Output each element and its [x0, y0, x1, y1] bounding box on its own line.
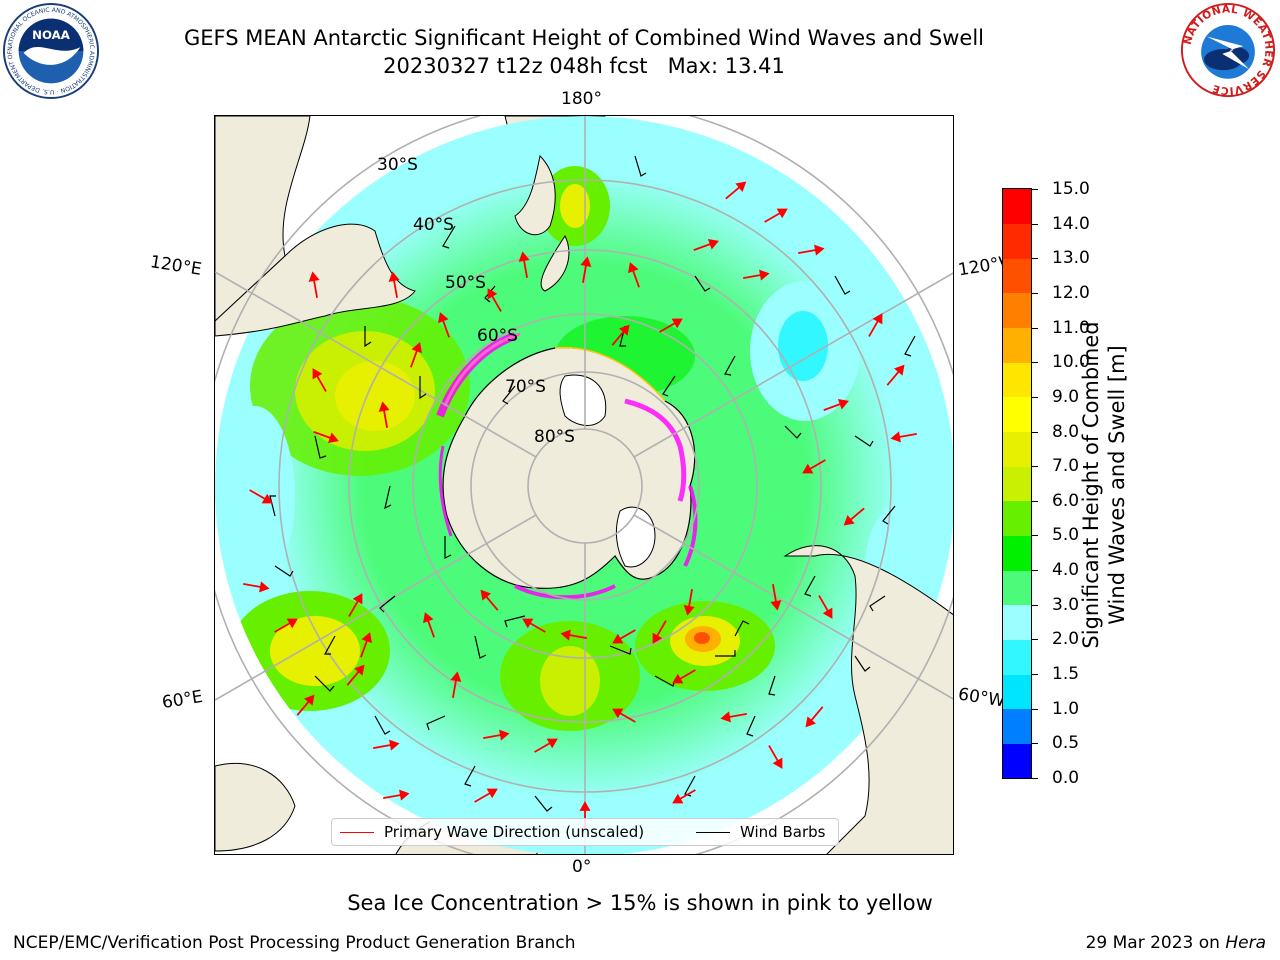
colorbar-tick-mark [1032, 604, 1038, 606]
colorbar-tick-mark [1032, 292, 1038, 294]
colorbar-tick-label: 1.0 [1052, 698, 1080, 719]
colorbar-segment [1003, 535, 1031, 571]
latitude-labels: 30°S 40°S 50°S 60°S 70°S 80°S [377, 155, 575, 447]
colorbar-tick-mark [1032, 431, 1038, 433]
lon-label-60w: 60°W [956, 684, 1007, 712]
colorbar-segment [1003, 189, 1031, 225]
colorbar-tick-label: 0.5 [1052, 733, 1080, 754]
colorbar-segment [1003, 362, 1031, 398]
colorbar-tick-label: 13.0 [1052, 248, 1090, 269]
colorbar-tick-mark [1032, 535, 1038, 537]
colorbar-segment [1003, 223, 1031, 259]
colorbar-tick-mark [1032, 674, 1038, 676]
colorbar-tick-mark [1032, 570, 1038, 572]
colorbar-tick-mark [1032, 778, 1038, 779]
colorbar-tick-mark [1032, 258, 1038, 260]
lon-label-180: 180° [561, 89, 602, 109]
colorbar-segment [1003, 570, 1031, 606]
polar-stereographic-map: 30°S 40°S 50°S 60°S 70°S 80°S [215, 116, 953, 854]
map-legend: Primary Wave Direction (unscaled) Wind B… [331, 818, 839, 846]
map-panel: 30°S 40°S 50°S 60°S 70°S 80°S [214, 115, 954, 855]
colorbar-segment [1003, 396, 1031, 433]
colorbar-segment [1003, 292, 1031, 329]
colorbar-tick-mark [1032, 743, 1038, 745]
colorbar-tick-mark [1032, 223, 1038, 225]
svg-text:NOAA: NOAA [32, 28, 71, 42]
colorbar-segment [1003, 708, 1031, 744]
colorbar-segment [1003, 604, 1031, 640]
footer-credit: NCEP/EMC/Verification Post Processing Pr… [13, 933, 576, 953]
colorbar-tick-label: 3.0 [1052, 594, 1080, 615]
lat-label-70s: 70°S [505, 377, 546, 397]
lon-label-0: 0° [572, 857, 592, 877]
colorbar-segment [1003, 258, 1031, 294]
colorbar-tick-label: 0.0 [1052, 768, 1080, 788]
colorbar-tick-mark [1032, 708, 1038, 710]
colorbar-tick-label: 1.5 [1052, 664, 1080, 685]
colorbar-tick-mark [1032, 466, 1038, 468]
legend-item-wave-direction: Primary Wave Direction (unscaled) [340, 823, 644, 841]
colorbar-tick-mark [1032, 189, 1038, 190]
colorbar-segment [1003, 466, 1031, 502]
national-weather-service-logo-icon: NATIONAL WEATHER SERVICE [1180, 2, 1276, 98]
colorbar-tick-mark [1032, 362, 1038, 364]
colorbar-tick-label: 14.0 [1052, 213, 1090, 234]
colorbar-segment [1003, 500, 1031, 536]
legend-swatch-black [696, 832, 730, 833]
colorbar-segment [1003, 639, 1031, 675]
lat-label-30s: 30°S [377, 155, 418, 175]
colorbar-tick-label: 12.0 [1052, 282, 1090, 303]
colorbar-tick-label: 9.0 [1052, 386, 1080, 407]
colorbar-tick-label: 7.0 [1052, 456, 1080, 477]
colorbar-tick-mark [1032, 327, 1038, 329]
colorbar-tick-label: 11.0 [1052, 317, 1090, 338]
colorbar [1002, 188, 1032, 779]
footer-date: 29 Mar 2023 on Hera [1085, 933, 1266, 953]
colorbar-segment [1003, 674, 1031, 710]
legend-swatch-red [340, 832, 374, 833]
sea-ice-note: Sea Ice Concentration > 15% is shown in … [347, 891, 933, 915]
colorbar-tick-label: 2.0 [1052, 629, 1080, 650]
colorbar-segment [1003, 431, 1031, 467]
chart-title: GEFS MEAN Antarctic Significant Height o… [183, 26, 985, 50]
colorbar-tick-label: 15.0 [1052, 179, 1090, 199]
wave-direction-arrows [243, 181, 917, 828]
wind-barbs [269, 155, 916, 812]
colorbar-tick-label: 6.0 [1052, 490, 1080, 511]
lat-label-80s: 80°S [534, 427, 575, 447]
colorbar-tick-label: 8.0 [1052, 421, 1080, 442]
lon-label-120e: 120°E [148, 252, 203, 280]
colorbar-segment [1003, 743, 1031, 779]
colorbar-tick-label: 5.0 [1052, 525, 1080, 546]
colorbar-tick-mark [1032, 500, 1038, 502]
lon-label-60e: 60°E [160, 686, 205, 714]
legend-item-wind-barbs: Wind Barbs [696, 823, 825, 841]
lat-label-50s: 50°S [445, 273, 486, 293]
colorbar-tick-mark [1032, 396, 1038, 398]
lat-label-60s: 60°S [477, 326, 518, 346]
chart-subtitle: 20230327 t12z 048h fcst Max: 13.41 [383, 54, 785, 78]
colorbar-tick-mark [1032, 639, 1038, 641]
colorbar-segment [1003, 327, 1031, 363]
colorbar-tick-label: 4.0 [1052, 560, 1080, 581]
noaa-logo-icon: NATIONAL OCEANIC AND ATMOSPHERIC ADMINIS… [2, 2, 100, 100]
colorbar-tick-label: 10.0 [1052, 352, 1090, 373]
lat-label-40s: 40°S [413, 215, 454, 235]
